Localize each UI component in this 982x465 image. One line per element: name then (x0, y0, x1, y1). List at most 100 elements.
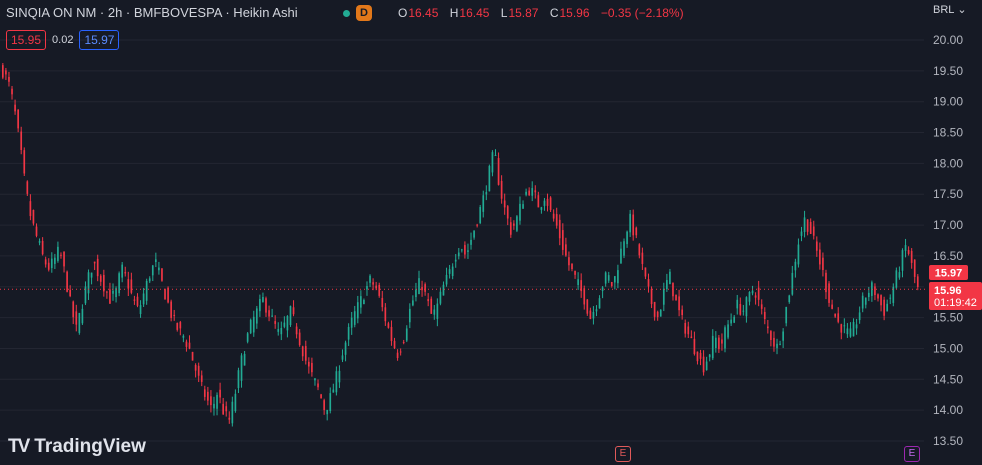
change-value: −0.35 (−2.18%) (600, 6, 684, 20)
candle-body (662, 288, 665, 305)
candle-body (179, 322, 182, 329)
price-axis[interactable]: 13.5014.0014.5015.0015.5016.0016.5017.00… (933, 33, 963, 448)
candle-body (38, 241, 41, 243)
ask-button[interactable]: 15.97 (79, 30, 120, 50)
candle-body (638, 244, 641, 256)
candle-body (164, 289, 166, 300)
candle-body (561, 230, 564, 250)
market-status[interactable]: D (343, 5, 372, 21)
symbol-title[interactable]: SINQIA ON NM · 2h · BMFBOVESPA · Heikin … (6, 5, 298, 20)
candle-body (23, 150, 26, 174)
candle-body (329, 393, 332, 412)
candle-body (733, 316, 736, 323)
candle-body (647, 279, 650, 287)
candle-body (589, 310, 592, 320)
earnings-event-icon[interactable]: E (615, 446, 631, 462)
candle-body (26, 181, 29, 194)
candle-body (234, 393, 237, 412)
candle-body (118, 273, 120, 294)
delayed-data-badge[interactable]: D (356, 5, 372, 21)
candle-body (197, 365, 200, 376)
candle-body (473, 230, 475, 238)
candle-body (448, 269, 451, 274)
candle-body (109, 289, 111, 304)
candle-body (831, 304, 833, 309)
candle-body (644, 267, 647, 277)
ask-tag: 15.97 (935, 268, 963, 280)
tradingview-logo[interactable]: TV TradingView (8, 436, 146, 458)
open-label: O (398, 6, 408, 20)
candle-body (341, 355, 344, 360)
candle-body (767, 326, 769, 329)
candle-body (308, 361, 310, 367)
candle-body (565, 244, 567, 256)
candle-body (819, 249, 821, 265)
candle-body (681, 309, 684, 316)
candle-body (314, 378, 316, 381)
candle-body (690, 336, 693, 339)
candle-body (757, 287, 760, 300)
close-value: 15.96 (559, 6, 590, 20)
candle-body (500, 180, 503, 199)
ask-tag-bg (929, 265, 968, 280)
candle-body (148, 278, 151, 282)
candle-body (127, 279, 130, 289)
candle-body (151, 265, 154, 276)
candle-body (531, 188, 534, 196)
candle-body (216, 394, 218, 409)
candle-body (549, 197, 552, 210)
candle-body (669, 271, 671, 285)
candle-body (721, 339, 723, 344)
candle-body (63, 251, 65, 267)
candle-body (408, 308, 411, 323)
candle-body (381, 297, 384, 308)
candle-body (736, 299, 739, 309)
candle-body (170, 301, 172, 318)
candle-body (8, 76, 10, 82)
earnings-event-icon[interactable]: E (904, 446, 920, 462)
y-tick-label: 18.00 (933, 156, 963, 170)
candle-body (84, 286, 87, 304)
y-tick-label: 13.50 (933, 434, 963, 448)
candle-body (687, 326, 690, 335)
candle-body (714, 337, 717, 349)
candle-body (540, 207, 543, 210)
candle-body (907, 250, 910, 254)
candle-body (203, 389, 206, 397)
candle-body (439, 291, 442, 304)
candle-body (546, 198, 549, 206)
candle-body (262, 297, 264, 302)
open-value: 16.45 (408, 6, 439, 20)
bid-button[interactable]: 15.95 (6, 30, 47, 50)
candle-body (513, 223, 515, 226)
candle-body (913, 259, 916, 277)
candle-body (516, 216, 518, 231)
y-tick-label: 16.50 (933, 249, 963, 263)
candle-body (825, 272, 827, 293)
candle-body (724, 327, 726, 349)
candle-body (335, 371, 338, 393)
candle-body (405, 328, 408, 341)
candle-body (880, 295, 882, 306)
currency-selector[interactable]: BRL ⌄ (933, 3, 967, 17)
candle-body (650, 289, 653, 305)
candle-body (770, 331, 772, 341)
candle-body (815, 241, 818, 251)
candle-body (494, 155, 497, 157)
candle-body (311, 362, 313, 373)
candle-body (760, 304, 763, 309)
candle-body (858, 312, 861, 321)
candle-body (470, 239, 472, 245)
candle-body (243, 353, 246, 366)
y-tick-label: 15.50 (933, 311, 963, 325)
last-price-tag: 15.96 (934, 285, 962, 297)
candle-body (797, 244, 800, 265)
candle-body (482, 195, 485, 212)
candle-body (280, 327, 283, 335)
candle-body (393, 340, 396, 349)
candle-body (782, 331, 784, 341)
candle-body (145, 280, 148, 301)
candle-body (745, 297, 748, 317)
candle-body (822, 257, 824, 271)
